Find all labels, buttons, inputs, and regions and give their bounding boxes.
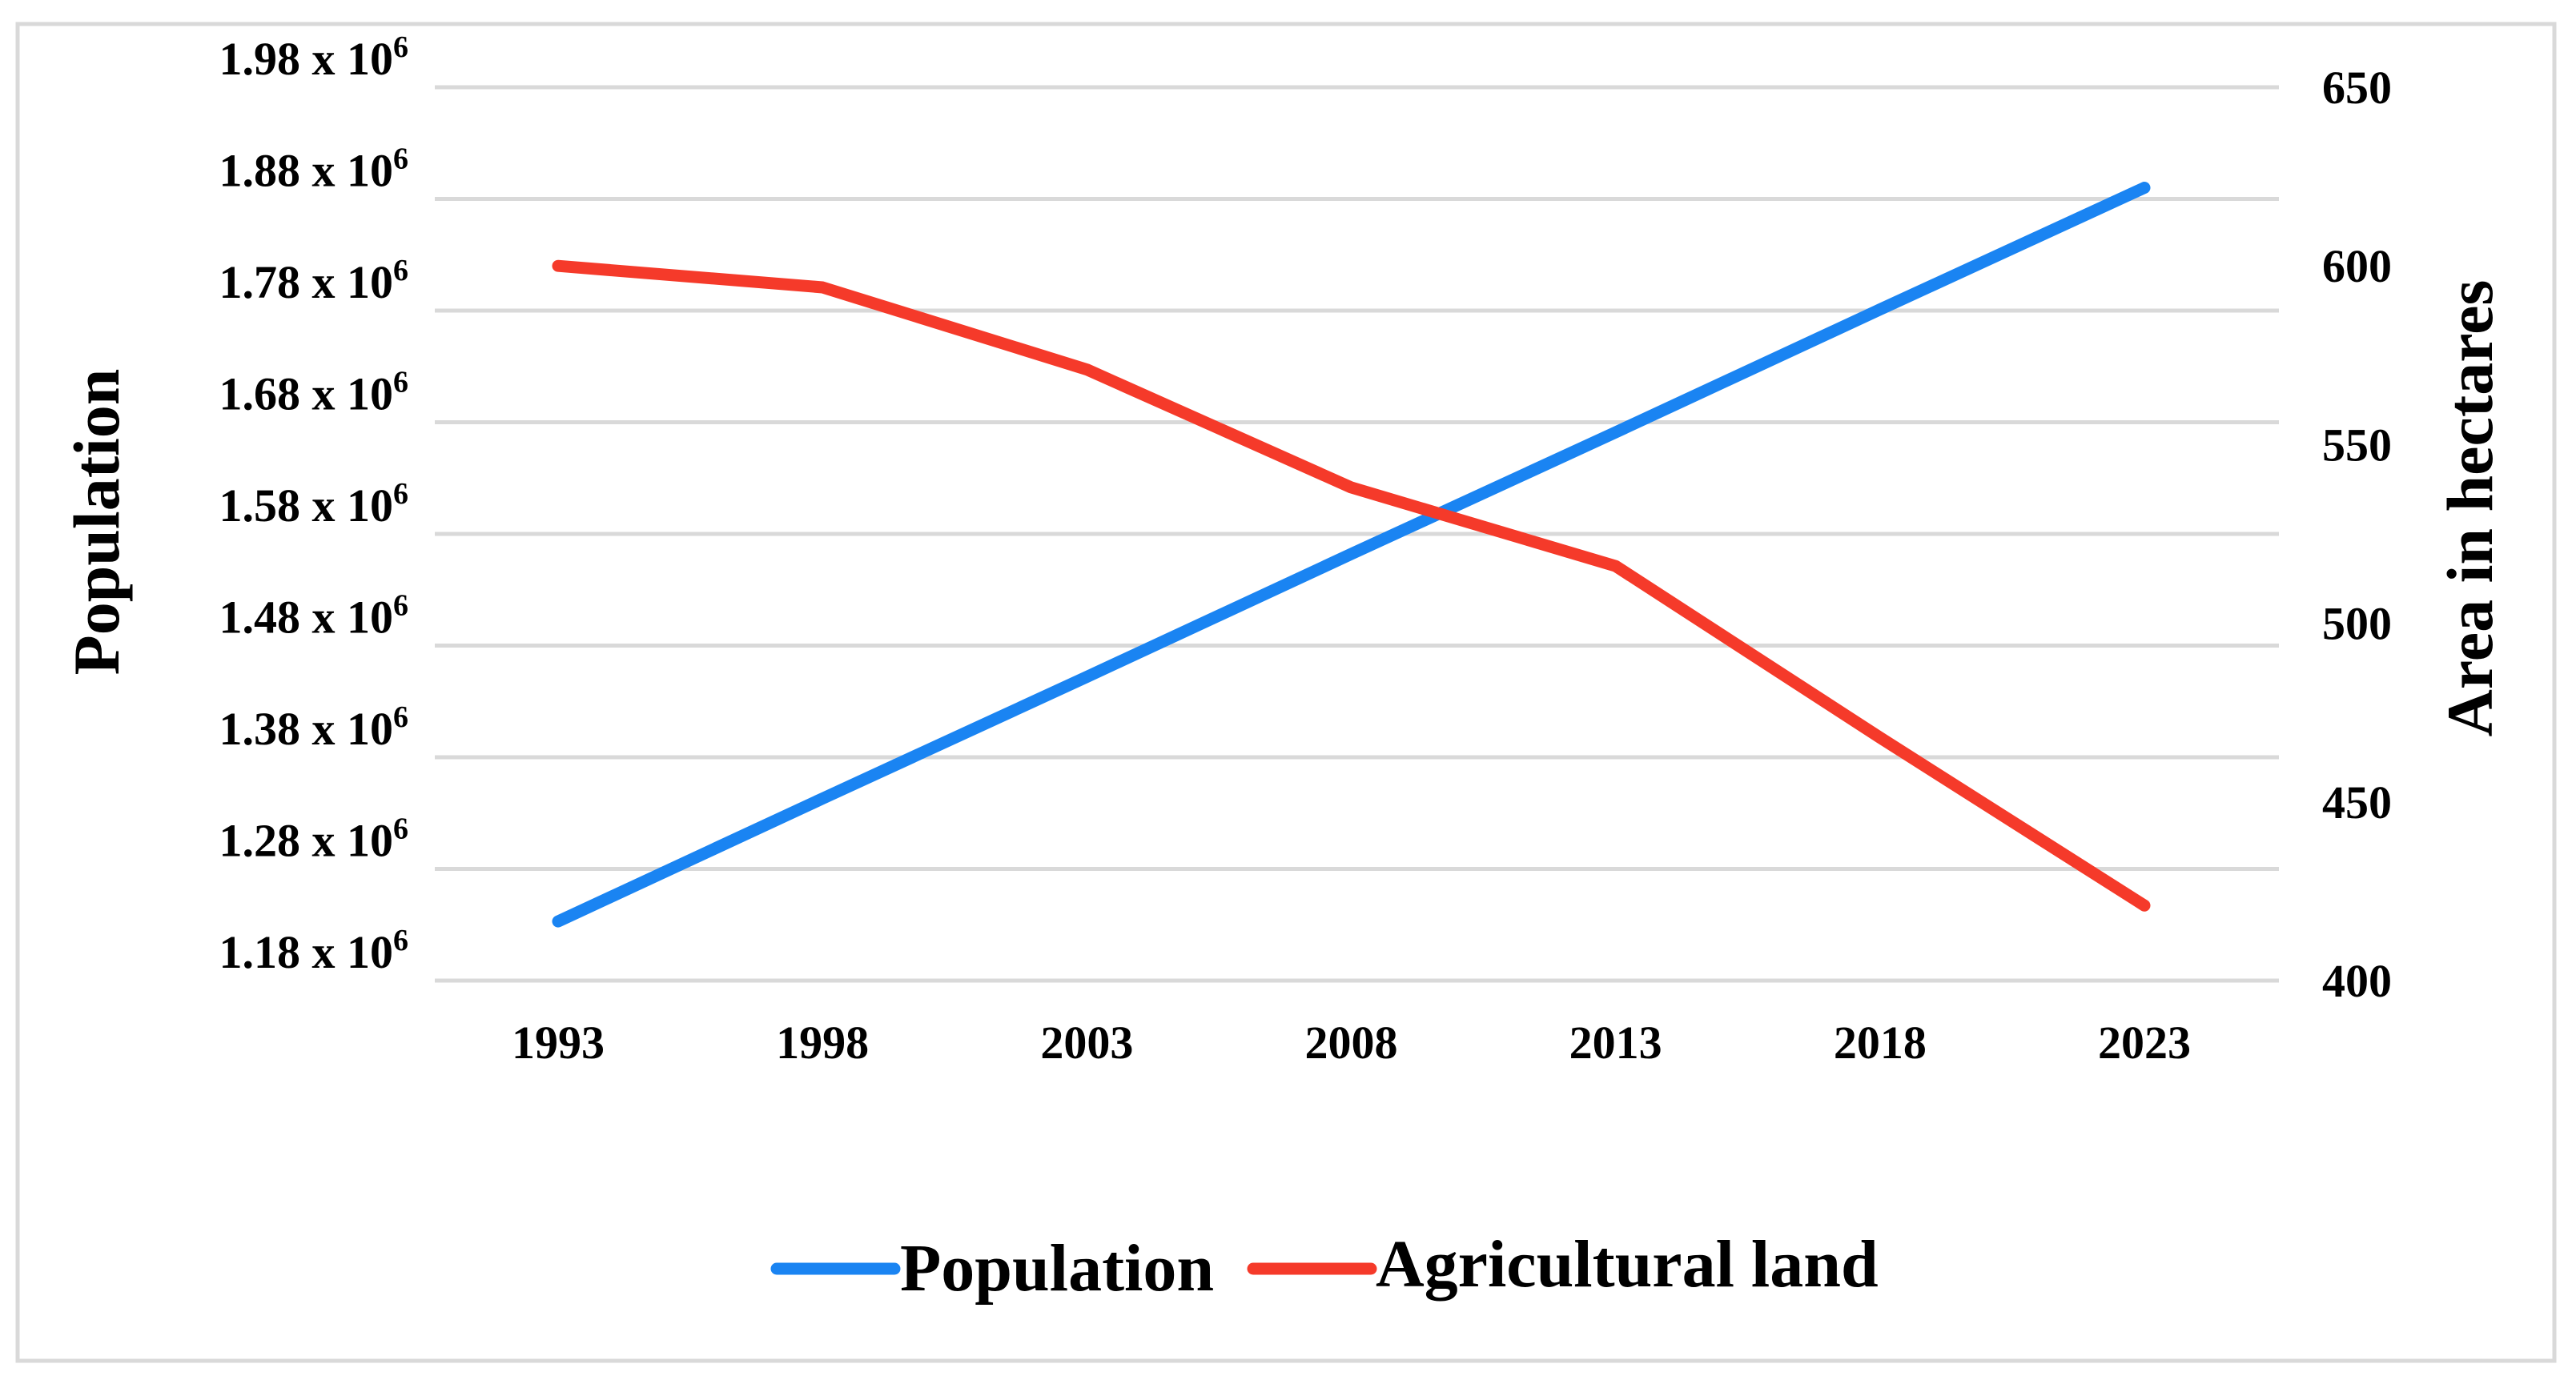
legend-label-population: Population <box>900 1231 1214 1306</box>
right-axis-title: Area in hectares <box>2433 280 2506 737</box>
right-axis-ticks: 650 600 550 500 450 400 <box>2322 62 2392 1007</box>
left-tick-label: 1.48 x 106 <box>219 589 409 644</box>
x-tick-label: 2023 <box>2098 1017 2191 1069</box>
x-tick-label: 2018 <box>1834 1017 1927 1069</box>
x-tick-label: 1993 <box>512 1017 605 1069</box>
left-tick-label: 1.28 x 106 <box>219 812 409 867</box>
left-tick-label: 1.18 x 106 <box>219 924 409 978</box>
x-tick-label: 2008 <box>1305 1017 1398 1069</box>
right-tick-label: 450 <box>2322 776 2392 828</box>
right-tick-label: 400 <box>2322 955 2392 1007</box>
right-tick-label: 650 <box>2322 62 2392 114</box>
left-tick-label: 1.68 x 106 <box>219 366 409 420</box>
left-axis-title: Population <box>60 369 133 676</box>
x-tick-label: 2013 <box>1569 1017 1662 1069</box>
x-tick-label: 1998 <box>776 1017 869 1069</box>
left-tick-label: 1.98 x 106 <box>219 30 409 85</box>
left-tick-label: 1.58 x 106 <box>219 477 409 532</box>
left-tick-label: 1.78 x 106 <box>219 254 409 308</box>
right-tick-label: 600 <box>2322 240 2392 292</box>
right-tick-label: 550 <box>2322 419 2392 471</box>
series-line-population <box>552 182 2151 928</box>
chart-border <box>15 22 2557 1363</box>
x-axis-ticks: 1993 1998 2003 2008 2013 2018 2023 <box>512 1017 2191 1069</box>
left-axis-ticks: 1.98 x 106 1.88 x 106 1.78 x 106 1.68 x 106… <box>219 30 409 978</box>
x-tick-label: 2003 <box>1040 1017 1133 1069</box>
legend-label-agricultural-land: Agricultural land <box>1376 1227 1879 1302</box>
right-tick-label: 500 <box>2322 598 2392 650</box>
series-line-agricultural-land <box>552 259 2151 912</box>
left-tick-label: 1.88 x 106 <box>219 142 409 197</box>
legend: Population Agricultural land <box>770 1227 1879 1306</box>
left-tick-label: 1.38 x 106 <box>219 700 409 755</box>
series-lines <box>552 182 2151 928</box>
gridlines <box>435 85 2279 983</box>
